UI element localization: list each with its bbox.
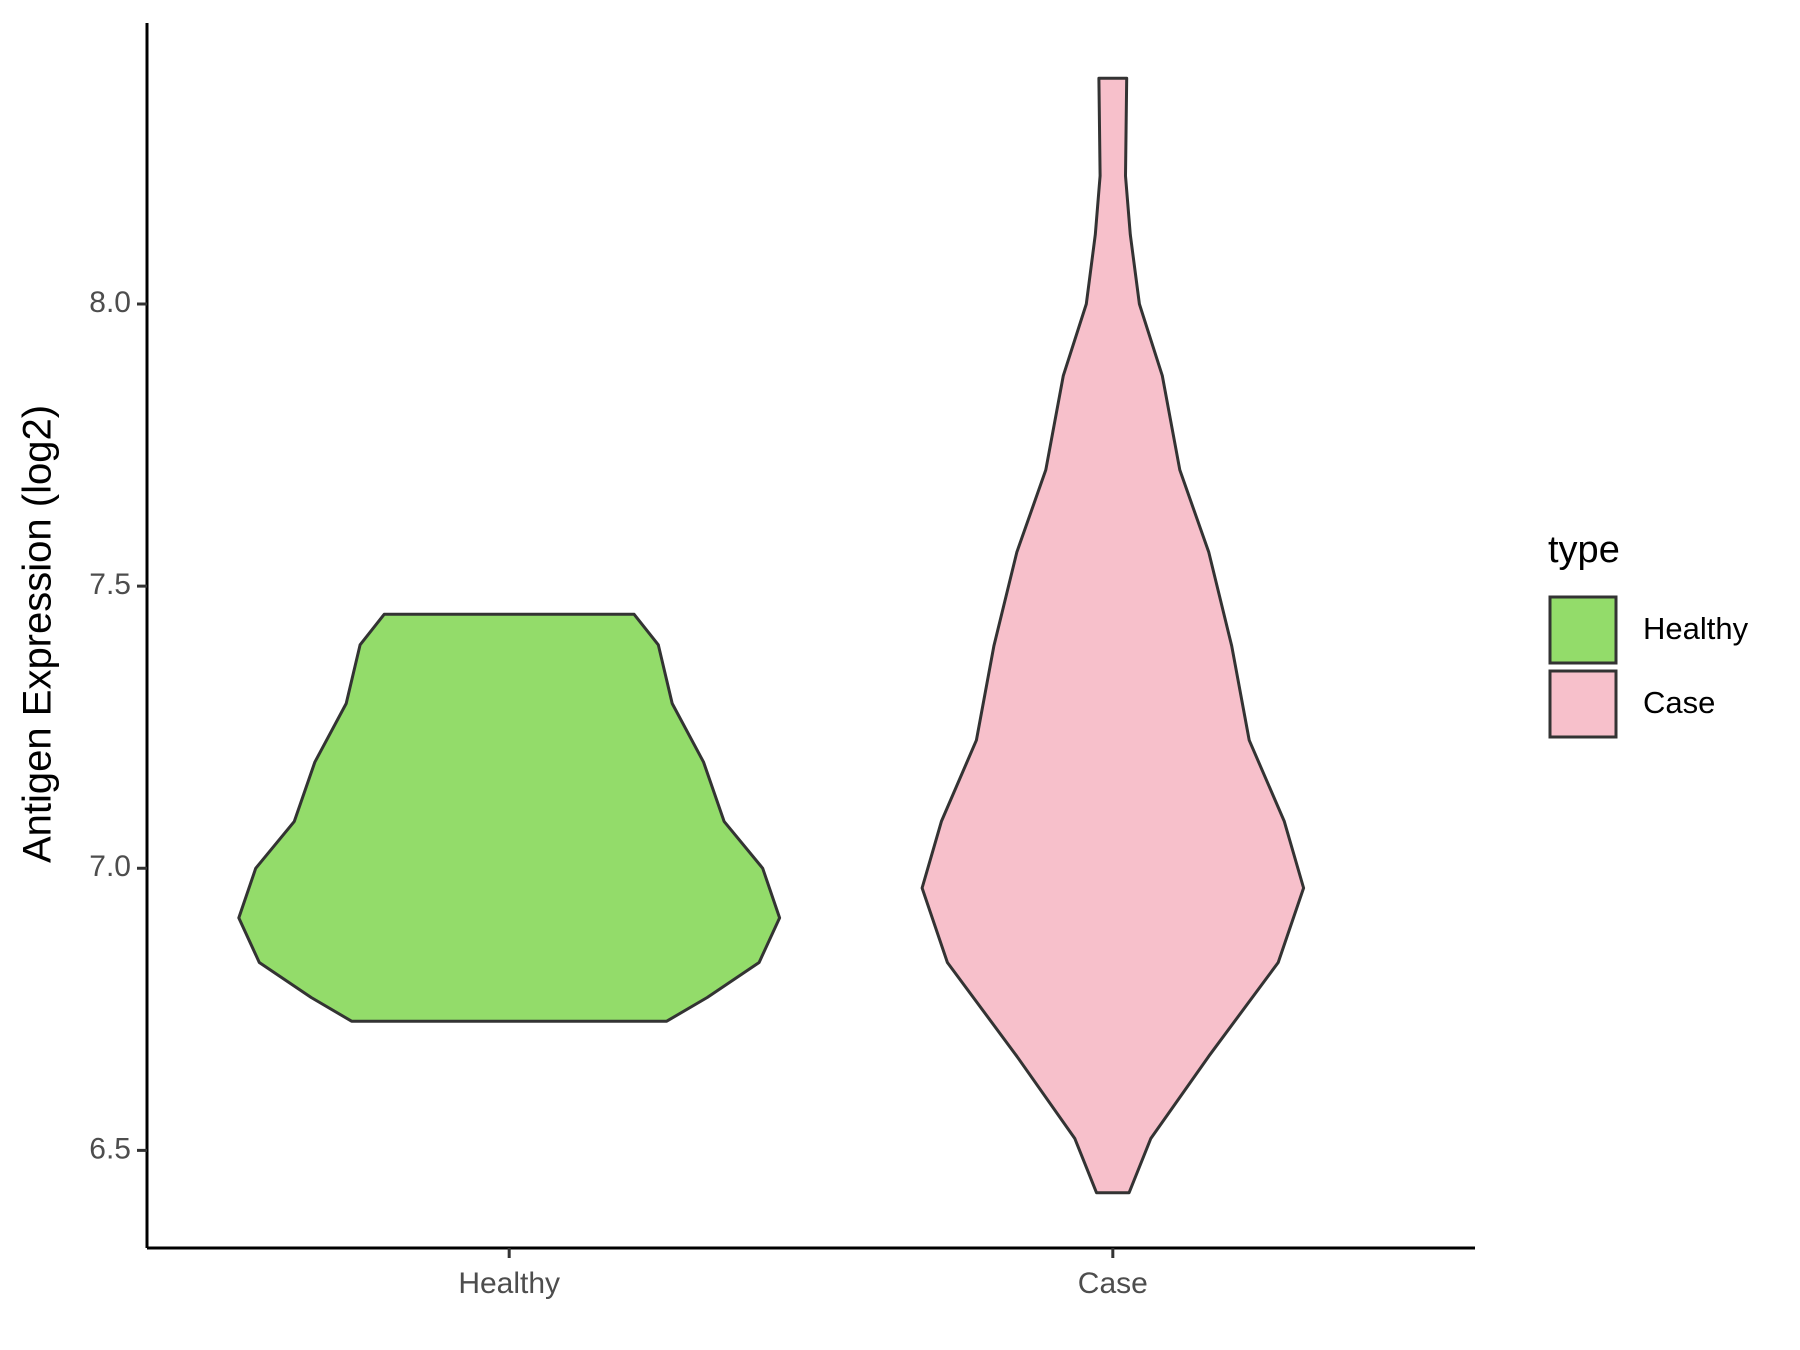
legend-key — [1548, 595, 1618, 665]
y-tick-label: 6.5 — [89, 1132, 131, 1165]
legend-label: Healthy — [1643, 611, 1749, 646]
violin — [237, 612, 782, 1023]
x-tick-label: Healthy — [458, 1267, 560, 1300]
legend-key — [1548, 669, 1618, 739]
legend-label: Case — [1643, 685, 1715, 720]
y-tick-label: 7.0 — [89, 850, 131, 883]
y-tick-label: 7.5 — [89, 568, 131, 601]
violin — [920, 76, 1306, 1195]
y-tick-label: 8.0 — [89, 286, 131, 319]
x-tick-label: Case — [1078, 1267, 1148, 1300]
legend-title: type — [1548, 529, 1620, 571]
y-axis-title: Antigen Expression (log2) — [16, 405, 60, 863]
